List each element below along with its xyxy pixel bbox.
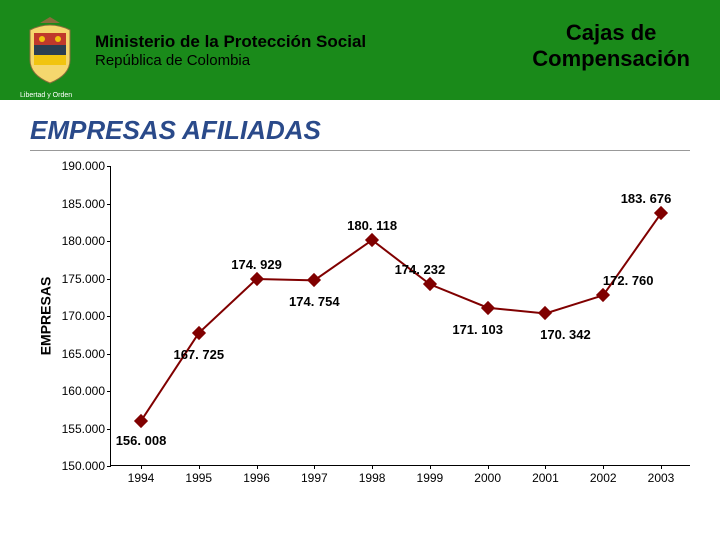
data-label: 183. 676 <box>621 191 672 206</box>
y-tick-mark <box>107 466 111 467</box>
x-tick-mark <box>372 465 373 469</box>
y-tick-label: 180.000 <box>62 234 111 248</box>
x-tick-mark <box>488 465 489 469</box>
y-tick-mark <box>107 279 111 280</box>
y-tick-label: 160.000 <box>62 384 111 398</box>
data-label: 174. 754 <box>289 294 340 309</box>
chart-area: 150.000155.000160.000165.000170.000175.0… <box>60 166 690 466</box>
y-tick-label: 190.000 <box>62 159 111 173</box>
data-label: 167. 725 <box>173 347 224 362</box>
y-tick-mark <box>107 391 111 392</box>
content-area: EMPRESAS AFILIADAS EMPRESAS 150.000155.0… <box>0 100 720 476</box>
y-tick-mark <box>107 204 111 205</box>
y-tick-label: 185.000 <box>62 197 111 211</box>
chart-wrap: EMPRESAS 150.000155.000160.000165.000170… <box>30 166 690 466</box>
data-label: 174. 232 <box>395 262 446 277</box>
header-text: Ministerio de la Protección Social Repúb… <box>95 32 366 69</box>
emblem-caption: Libertad y Orden <box>20 92 72 99</box>
y-tick-mark <box>107 354 111 355</box>
x-tick-mark <box>661 465 662 469</box>
coat-of-arms-icon: Libertad y Orden <box>20 15 80 85</box>
x-tick-mark <box>545 465 546 469</box>
y-tick-mark <box>107 429 111 430</box>
y-axis-label-box: EMPRESAS <box>30 166 60 466</box>
data-label: 171. 103 <box>452 322 503 337</box>
data-label: 180. 118 <box>347 218 397 233</box>
y-tick-mark <box>107 166 111 167</box>
data-label: 174. 929 <box>231 257 282 272</box>
x-tick-mark <box>603 465 604 469</box>
x-tick-mark <box>430 465 431 469</box>
y-tick-mark <box>107 241 111 242</box>
y-tick-label: 170.000 <box>62 309 111 323</box>
data-label: 172. 760 <box>603 273 654 288</box>
data-label: 156. 008 <box>116 433 167 448</box>
slide-title-line1: Cajas de <box>532 20 690 46</box>
data-label: 170. 342 <box>540 327 591 342</box>
y-tick-label: 175.000 <box>62 272 111 286</box>
header-bar: Libertad y Orden Ministerio de la Protec… <box>0 0 720 100</box>
y-axis-label: EMPRESAS <box>37 277 53 356</box>
x-tick-mark <box>141 465 142 469</box>
y-tick-label: 150.000 <box>62 459 111 473</box>
plot-region: 150.000155.000160.000165.000170.000175.0… <box>110 166 690 466</box>
x-tick-mark <box>199 465 200 469</box>
line-path <box>111 166 690 465</box>
y-tick-label: 155.000 <box>62 422 111 436</box>
slide-title-line2: Compensación <box>532 46 690 72</box>
y-tick-label: 165.000 <box>62 347 111 361</box>
slide-title: Cajas de Compensación <box>532 20 690 73</box>
chart-title: EMPRESAS AFILIADAS <box>30 115 690 151</box>
ministry-title: Ministerio de la Protección Social <box>95 32 366 52</box>
y-tick-mark <box>107 316 111 317</box>
republic-subtitle: República de Colombia <box>95 52 366 69</box>
x-tick-mark <box>314 465 315 469</box>
x-tick-mark <box>257 465 258 469</box>
